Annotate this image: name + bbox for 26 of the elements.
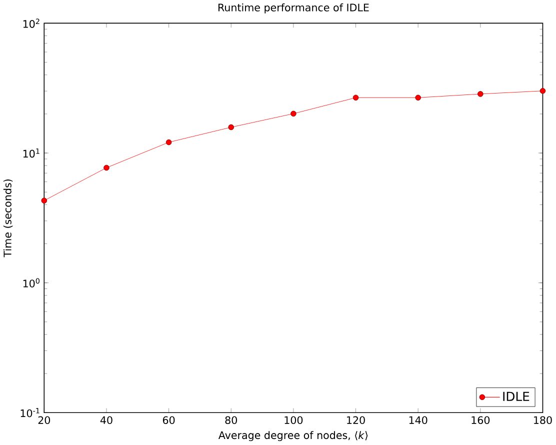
x-axis-title: Average degree of nodes, ⟨k⟩ (218, 431, 368, 442)
x-tick-label: 80 (225, 416, 237, 424)
y-axis-title: Time (seconds) (3, 180, 13, 258)
chart-title: Runtime performance of IDLE (218, 4, 369, 14)
y-tick-label: 10$^{2}$ (23, 18, 40, 28)
legend-label: IDLE (503, 392, 530, 402)
point (415, 95, 421, 101)
point (104, 165, 110, 171)
x-tick-label: 60 (162, 416, 175, 424)
x-tick-label: 20 (38, 416, 50, 424)
x-tick-label: 120 (347, 416, 365, 424)
x-tick-label: 40 (100, 416, 112, 424)
point (290, 111, 296, 117)
y-tick-label: 10$^{0}$ (23, 278, 40, 288)
x-tick-label: 100 (284, 416, 303, 424)
y-tick-label: 10$^{-1}$ (20, 408, 40, 418)
point (540, 88, 546, 94)
point (478, 91, 484, 98)
x-tick-label: 180 (534, 416, 552, 424)
y-tick-label: 10$^{1}$ (23, 148, 40, 158)
point (228, 124, 234, 130)
x-tick-label: 160 (472, 416, 490, 424)
point (352, 95, 359, 101)
x-tick-label: 140 (409, 416, 428, 424)
point (166, 140, 172, 146)
point (41, 198, 48, 204)
